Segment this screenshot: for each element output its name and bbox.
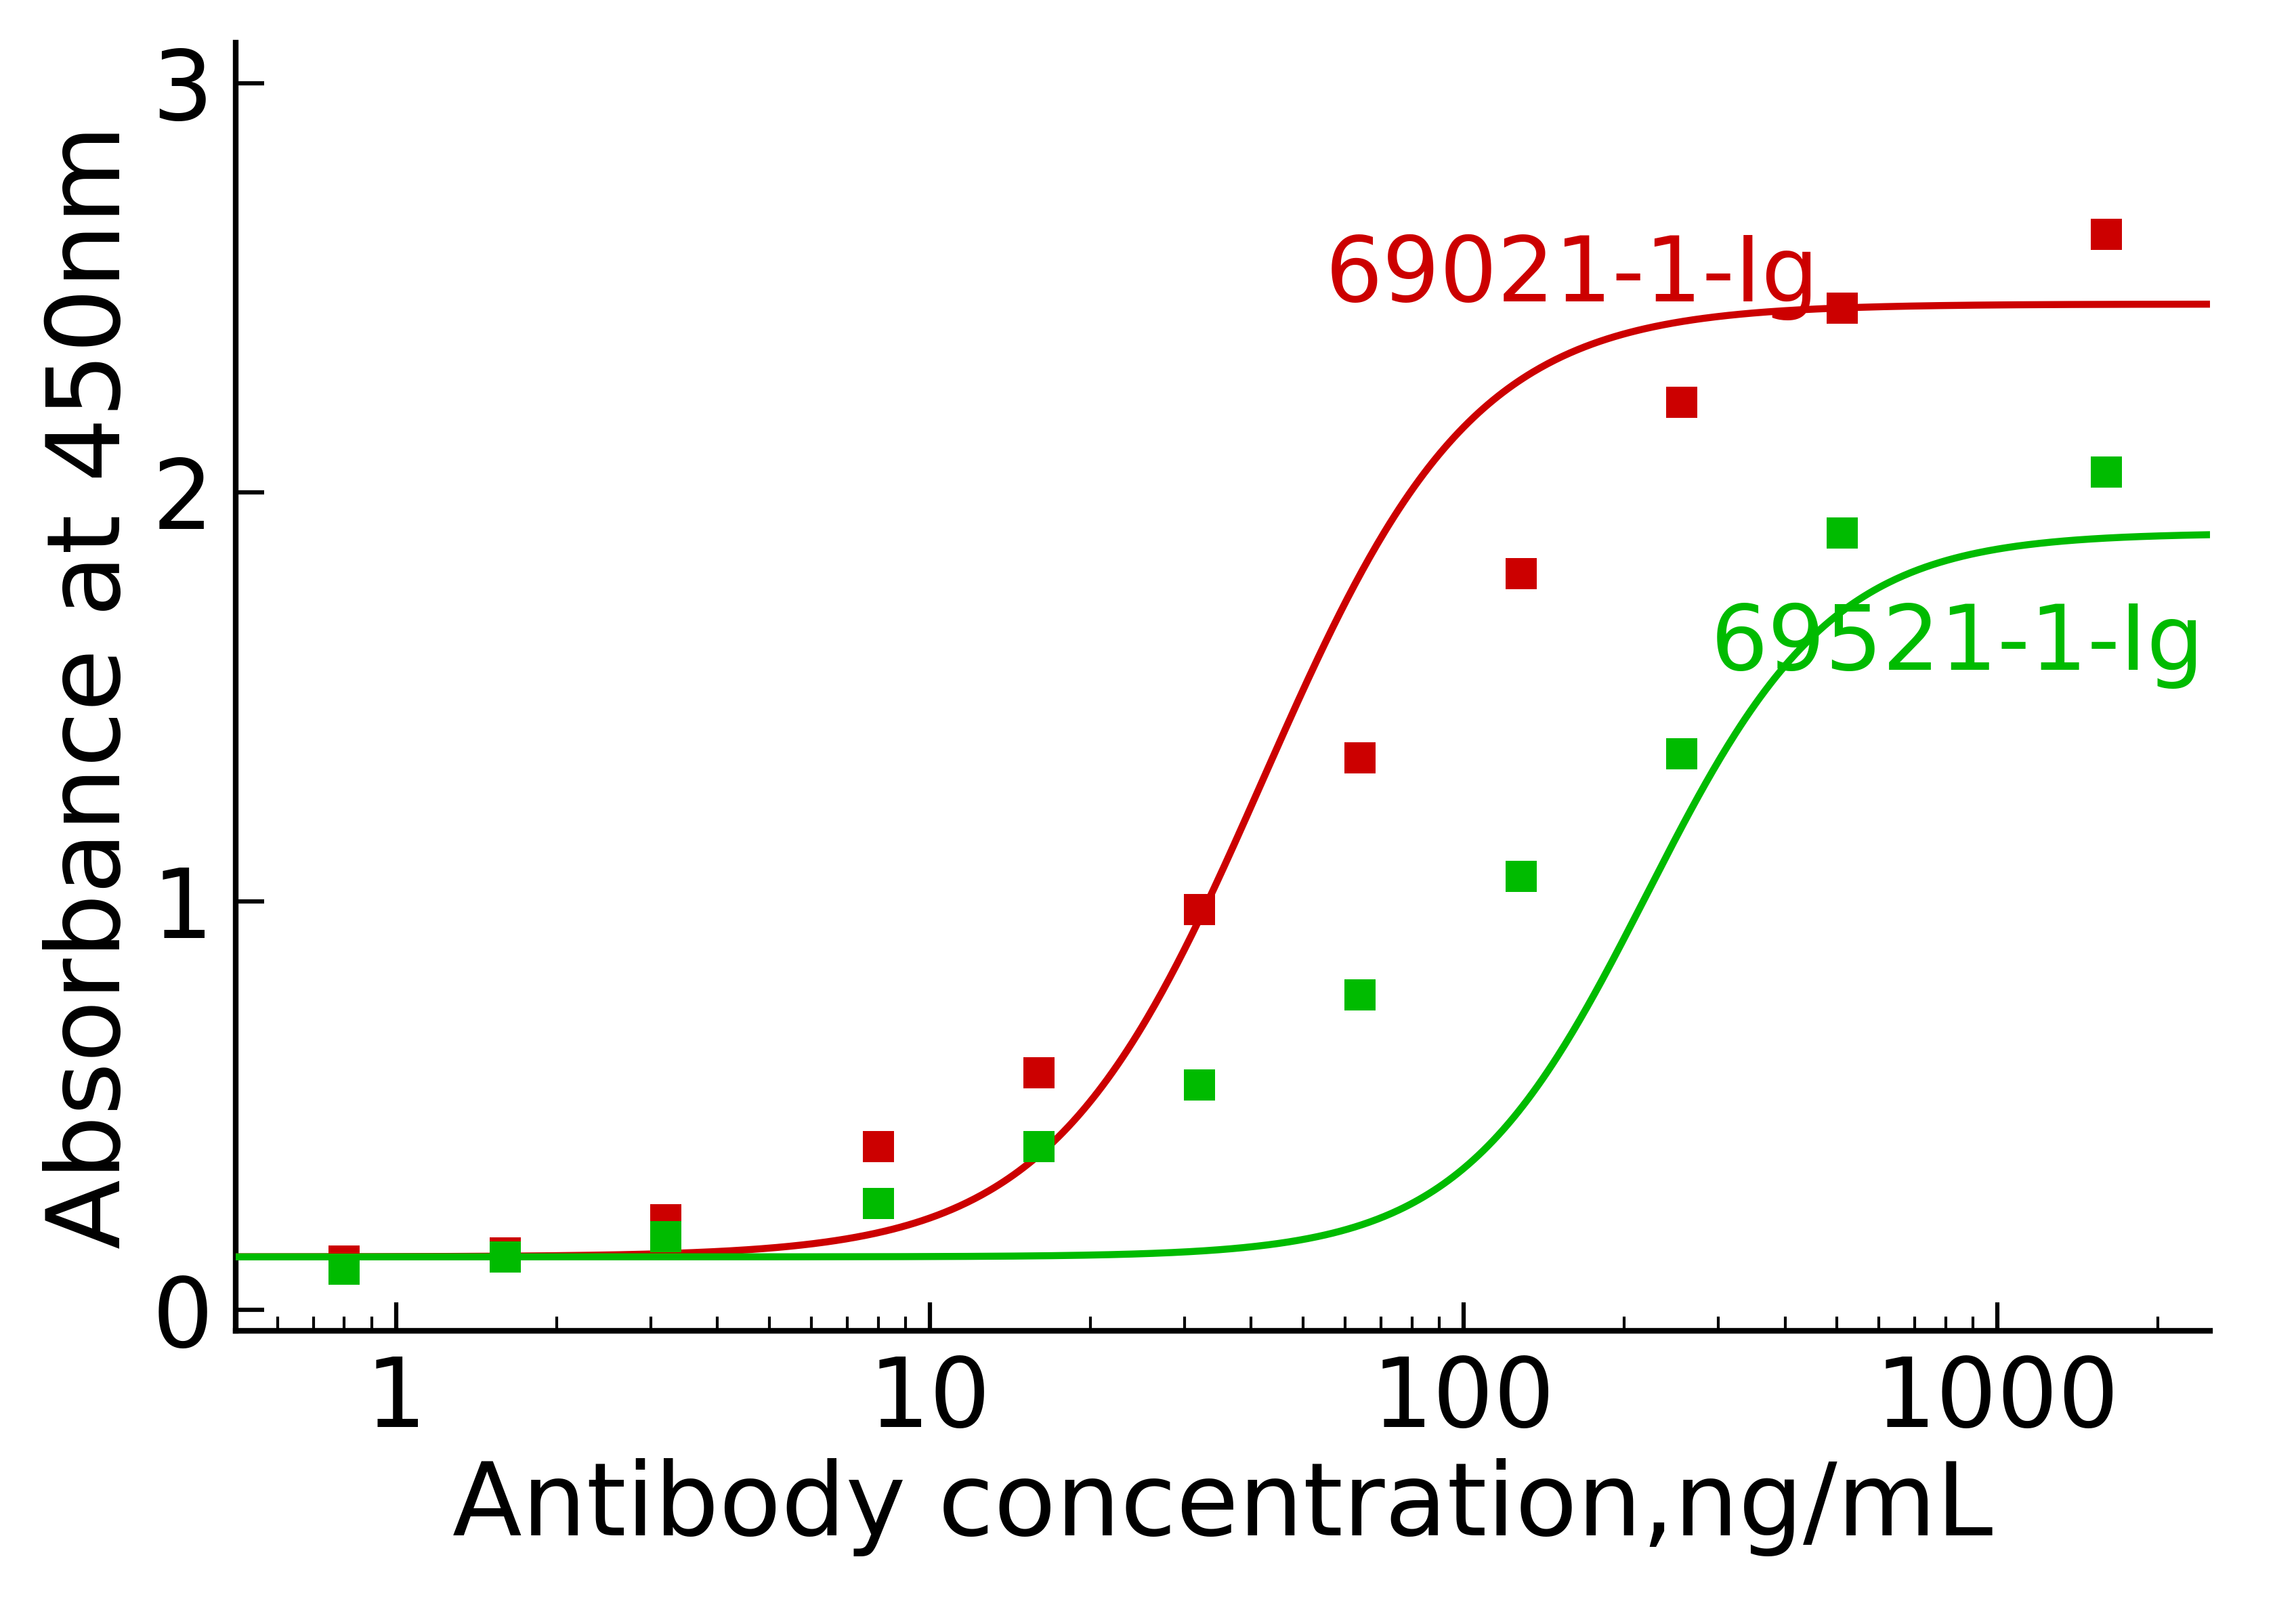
Point	[1180, 897, 1217, 923]
Point	[1180, 1073, 1217, 1099]
Point	[2087, 459, 2124, 484]
Point	[1662, 740, 1699, 766]
Point	[1341, 982, 1378, 1007]
Point	[487, 1244, 523, 1270]
Point	[859, 1191, 895, 1217]
Point	[1341, 745, 1378, 771]
Y-axis label: Absorbance at 450nm: Absorbance at 450nm	[41, 125, 140, 1249]
Point	[1502, 561, 1538, 587]
Point	[1823, 296, 1860, 321]
Point	[326, 1249, 363, 1274]
Point	[1019, 1134, 1056, 1159]
Point	[2087, 222, 2124, 248]
Point	[487, 1239, 523, 1265]
Point	[1502, 863, 1538, 889]
Point	[326, 1257, 363, 1282]
Point	[859, 1134, 895, 1159]
Point	[1019, 1060, 1056, 1086]
Point	[1823, 520, 1860, 545]
Text: 69021-1-Ig: 69021-1-Ig	[1325, 232, 1818, 320]
Text: 69521-1-Ig: 69521-1-Ig	[1711, 600, 2204, 689]
Point	[647, 1223, 684, 1249]
Point	[647, 1207, 684, 1233]
X-axis label: Antibody concentration,ng/mL: Antibody concentration,ng/mL	[452, 1458, 1993, 1557]
Point	[1662, 390, 1699, 416]
